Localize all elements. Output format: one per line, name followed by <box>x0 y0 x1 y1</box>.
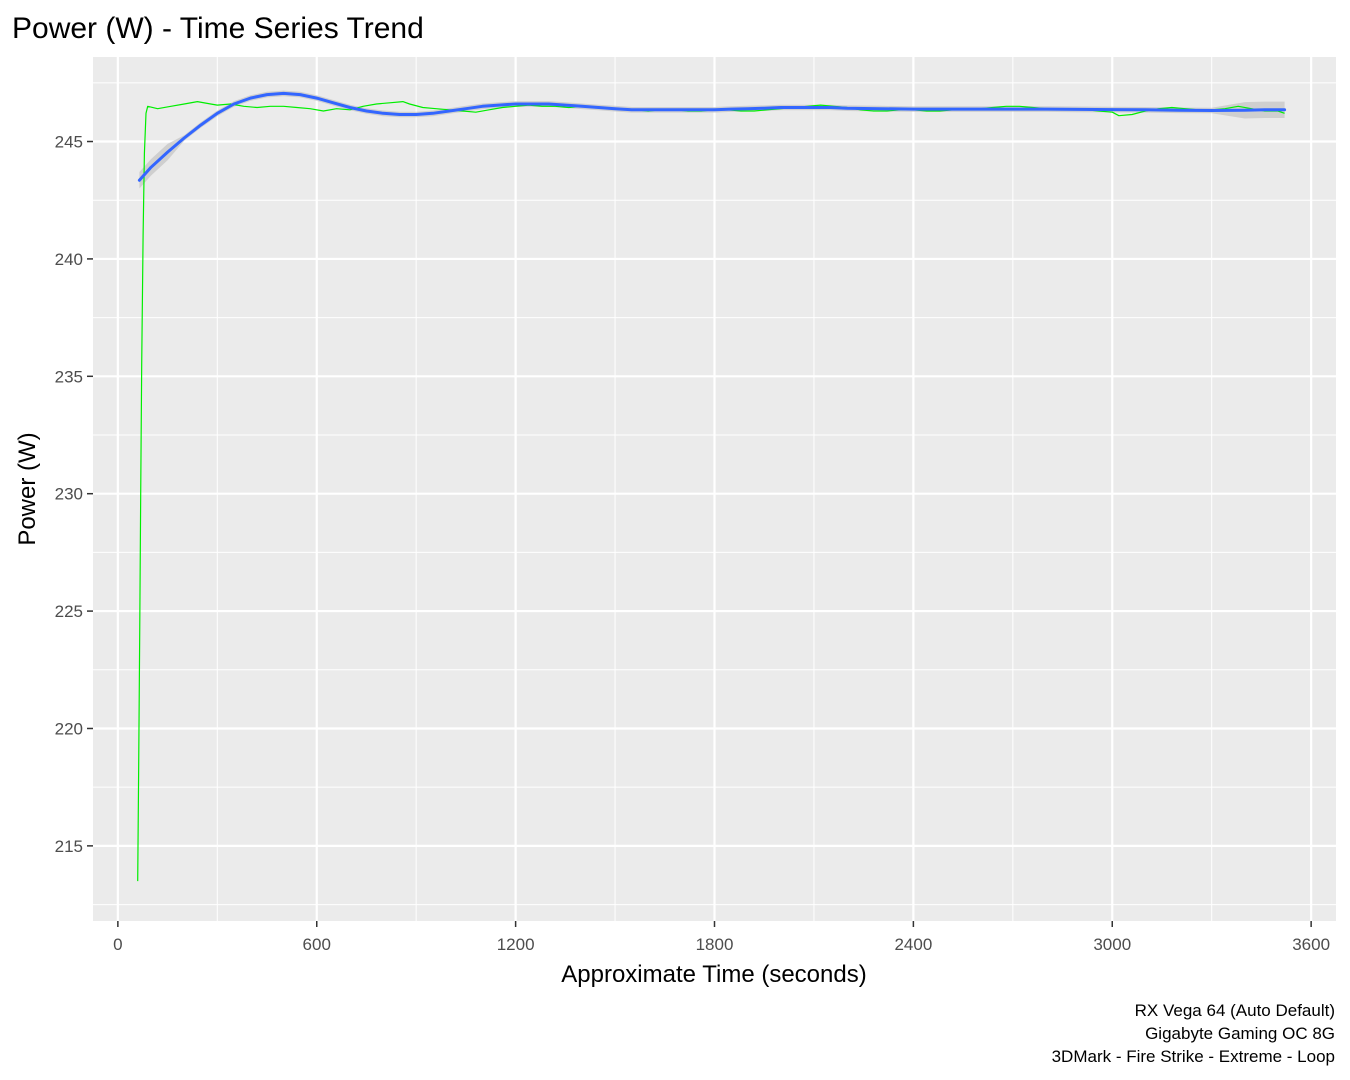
series-layer <box>137 91 1287 882</box>
x-axis-title: Approximate Time (seconds) <box>561 961 866 988</box>
y-tick-label: 225 <box>55 602 83 621</box>
caption-line-3: 3DMark - Fire Strike - Extreme - Loop <box>1052 1047 1335 1066</box>
y-tick-label: 240 <box>55 250 83 269</box>
major-gridlines <box>93 57 1336 921</box>
y-axis-title: Power (W) <box>14 432 41 545</box>
caption-line-2: Gigabyte Gaming OC 8G <box>1145 1024 1335 1043</box>
caption-line-1: RX Vega 64 (Auto Default) <box>1135 1001 1335 1020</box>
x-tick-label: 0 <box>113 935 122 954</box>
x-axis: 0 600 1200 1800 2400 3000 3600 <box>113 921 1330 954</box>
x-tick-label: 3600 <box>1292 935 1330 954</box>
y-tick-label: 245 <box>55 133 83 152</box>
y-tick-label: 215 <box>55 837 83 856</box>
y-tick-label: 235 <box>55 367 83 386</box>
chart-title: Power (W) - Time Series Trend <box>12 12 424 45</box>
series-trend-line <box>137 91 1287 182</box>
x-tick-label: 2400 <box>894 935 932 954</box>
x-tick-label: 1800 <box>696 935 734 954</box>
x-tick-label: 3000 <box>1093 935 1131 954</box>
y-axis: 215 220 225 230 235 240 245 <box>55 133 93 856</box>
x-tick-label: 1200 <box>497 935 535 954</box>
y-tick-label: 230 <box>55 485 83 504</box>
y-tick-label: 220 <box>55 719 83 738</box>
x-tick-label: 600 <box>303 935 331 954</box>
